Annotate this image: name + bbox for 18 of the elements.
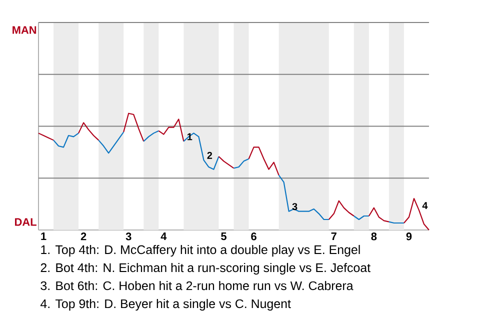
x-tick-label: 3: [126, 232, 132, 240]
text: MAN: [12, 26, 36, 34]
x-tick-label: 2: [80, 232, 86, 240]
annotation: 4: [422, 202, 428, 209]
text: 4. Top 9th: D. Beyer hit a single vs C. Nugent: [40, 298, 291, 311]
text: 3. Bot 6th: C. Hoben hit a 2-run home run vs W. Cabrera: [40, 280, 354, 290]
text: DAL: [15, 218, 36, 226]
x-tick-label: 7: [331, 232, 336, 240]
annotation: 3: [292, 203, 298, 210]
x-tick-label: 1: [41, 232, 46, 240]
x-tick-label: 5: [221, 232, 226, 240]
x-tick-label: 9: [406, 232, 412, 240]
x-tick-label: 6: [251, 232, 256, 240]
x-tick-label: 8: [371, 232, 377, 240]
annotation: 2: [207, 152, 212, 159]
x-tick-label: 4: [160, 232, 167, 240]
text: 2. Bot 4th: N. Eichman hit a run-scoring single vs E. Jefcoat: [40, 262, 370, 275]
text: 1. Top 4th: D. McCaffery hit into a double play vs E. Engel: [41, 244, 360, 257]
